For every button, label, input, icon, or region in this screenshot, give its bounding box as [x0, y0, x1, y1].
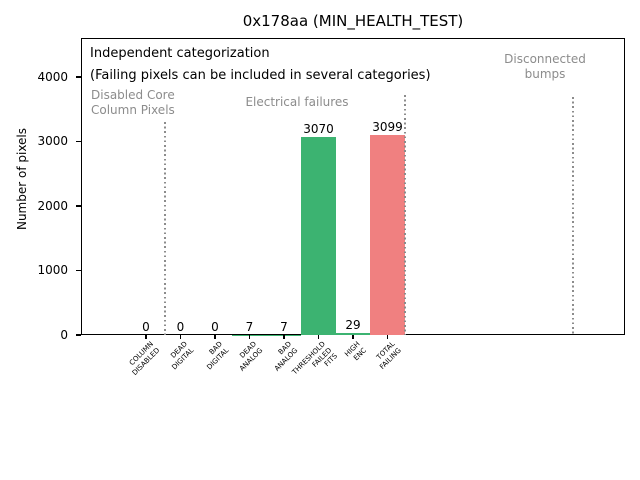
y-axis-tick-label: 1000 [37, 263, 68, 277]
x-axis-tick-label: BAD DIGITAL [199, 340, 230, 371]
x-axis-tick-label: DEAD DIGITAL [164, 340, 195, 371]
category-separator-line [572, 97, 574, 335]
bar-value-label: 0 [176, 320, 185, 334]
x-axis-tick-label: THRESHOLD FAILED FITS [291, 340, 340, 389]
annotation-line: Disabled Core [91, 88, 175, 102]
category-separator-line [404, 95, 406, 335]
bar-value-label: 7 [245, 319, 254, 334]
x-axis-tick-label: HIGH ENC [343, 340, 368, 365]
y-axis-tick [76, 140, 81, 143]
bar-value-label: 0 [211, 320, 219, 334]
bar-value-label: 3070 [303, 121, 334, 136]
annotation-line: Disconnected [504, 52, 586, 66]
x-axis-tick [145, 335, 147, 339]
y-axis-label: Number of pixels [15, 127, 29, 231]
x-axis-tick [179, 335, 182, 339]
x-axis-tick [317, 335, 320, 339]
x-axis-tick-label: DEAD ANALOG [232, 340, 265, 373]
y-axis-tick [76, 76, 81, 78]
x-axis-tick [386, 335, 389, 339]
annotation-independent-categorization: Independent categorization [90, 46, 270, 61]
bar-threshold-failed-fits [301, 136, 336, 335]
bar-value-label: 3099 [372, 120, 403, 135]
x-axis-tick [283, 335, 285, 339]
annotation-line: bumps [524, 67, 566, 81]
category-separator-line [164, 122, 166, 335]
bar-value-label: 29 [345, 318, 361, 333]
y-axis-tick-label: 3000 [37, 134, 68, 148]
x-axis-tick [248, 335, 251, 339]
bar-value-label: 0 [142, 320, 150, 334]
y-axis-tick-label: 4000 [37, 69, 68, 84]
y-axis-tick [76, 205, 81, 207]
y-axis-tick [76, 334, 81, 336]
annotation-disabled-core-column-pixels: Disabled Core Column Pixels [91, 88, 175, 118]
annotation-line: Column Pixels [91, 103, 175, 117]
x-axis-tick [214, 335, 216, 339]
annotation-disconnected-bumps: Disconnected bumps [504, 52, 586, 82]
y-axis-tick-label: 2000 [37, 198, 68, 213]
annotation-categories-note: (Failing pixels can be included in sever… [90, 68, 431, 83]
annotation-electrical-failures: Electrical failures [245, 95, 349, 109]
y-axis-tick [76, 269, 81, 272]
chart-title: 0x178aa (MIN_HEALTH_TEST) [242, 12, 464, 30]
bar-total-failing [370, 135, 405, 335]
bar-value-label: 7 [280, 319, 288, 334]
bar-high-enc [335, 333, 371, 335]
x-axis-tick [352, 335, 354, 339]
y-axis-tick-label: 0 [60, 327, 68, 342]
x-axis-tick-label: COLUMN DISABLED [124, 340, 161, 377]
x-axis-tick-label: TOTAL FAILING [371, 340, 402, 371]
